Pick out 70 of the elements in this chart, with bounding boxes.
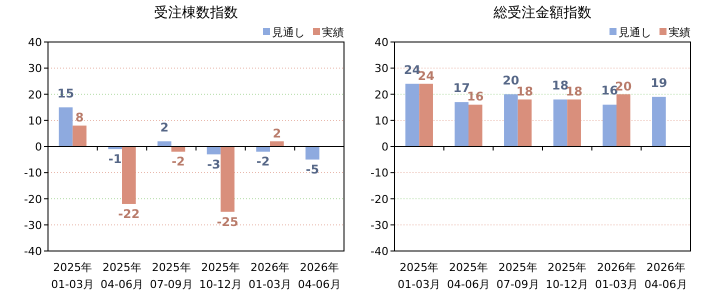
y-tick-label: 40	[28, 36, 42, 49]
x-tick-label: 2026年 01-03月	[595, 261, 638, 291]
y-tick-label: -20	[370, 192, 388, 206]
bar	[504, 94, 518, 146]
x-tick-label: 2025年 10-12月	[199, 261, 242, 291]
bar	[454, 102, 468, 146]
data-label: -5	[306, 162, 320, 177]
x-tick-label: 2025年 01-03月	[398, 261, 441, 291]
x-tick-label: 2025年 04-06月	[447, 261, 490, 291]
y-tick-label: 20	[28, 88, 42, 102]
legend-label: 実績	[668, 26, 690, 39]
data-label: -2	[256, 154, 270, 169]
data-label: -3	[207, 157, 220, 172]
x-tick-label: 2025年 07-09月	[496, 261, 540, 291]
data-label: 15	[57, 86, 74, 100]
bar	[602, 104, 616, 146]
chart-title: 受注棟数指数	[154, 5, 238, 21]
y-tick-label: 0	[382, 140, 388, 154]
y-tick-label: 10	[28, 114, 42, 128]
data-label: -2	[172, 154, 185, 169]
data-label: 2	[272, 126, 282, 140]
data-label: 18	[552, 78, 569, 92]
y-tick-label: -30	[24, 218, 42, 232]
x-tick-label: 2025年 07-09月	[150, 261, 193, 291]
bar	[58, 107, 73, 146]
x-tick-label: 2026年 04-06月	[644, 261, 688, 291]
bar	[306, 146, 320, 160]
data-label: 17	[453, 81, 470, 96]
data-label: 19	[650, 76, 668, 90]
bar	[553, 99, 568, 146]
bar	[567, 99, 581, 146]
x-tick-label: 2026年 04-06月	[298, 261, 341, 291]
y-tick-label: 30	[28, 62, 42, 76]
data-label: -25	[216, 214, 238, 229]
bar	[122, 146, 136, 204]
data-label: -1	[108, 152, 122, 166]
data-label: 16	[601, 84, 618, 98]
data-label: 8	[75, 110, 84, 125]
x-tick-label: 2025年 04-06月	[100, 261, 144, 291]
x-tick-label: 2025年 01-03月	[51, 261, 94, 291]
y-tick-label: -10	[24, 166, 42, 180]
legend-label: 見通し	[272, 26, 305, 39]
bar	[419, 84, 433, 146]
bar	[405, 84, 420, 146]
bar	[616, 94, 630, 146]
y-tick-label: 20	[374, 88, 388, 102]
y-tick-label: 0	[35, 140, 42, 154]
x-tick-label: 2026年 01-03月	[248, 261, 292, 291]
y-tick-label: -40	[370, 245, 388, 258]
data-label: 16	[467, 90, 484, 104]
x-tick-label: 2025年 10-12月	[546, 261, 589, 291]
y-tick-label: -10	[370, 166, 388, 180]
y-tick-label: -30	[370, 218, 388, 232]
bar	[468, 104, 482, 146]
bar	[206, 146, 221, 154]
bar	[518, 99, 532, 146]
y-tick-label: 40	[374, 36, 388, 49]
legend-label: 見通し	[618, 26, 652, 39]
y-tick-label: -40	[24, 245, 42, 258]
y-tick-label: 10	[374, 114, 388, 128]
data-label: 24	[404, 62, 421, 77]
y-tick-label: 30	[374, 62, 388, 76]
data-label: -22	[118, 206, 140, 221]
y-tick-label: -20	[24, 192, 42, 206]
chart-title: 総受注金額指数	[492, 5, 592, 21]
data-label: 2	[160, 120, 169, 134]
bar	[652, 96, 666, 146]
legend-label: 実績	[322, 26, 344, 39]
bar	[220, 146, 234, 212]
bar	[72, 126, 86, 146]
